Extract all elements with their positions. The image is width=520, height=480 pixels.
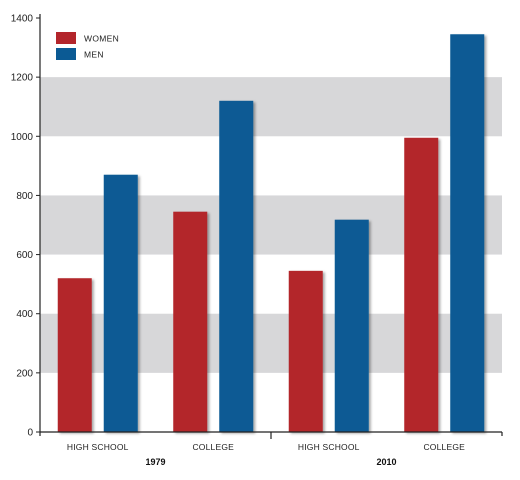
- x-group-label: 2010: [376, 457, 396, 467]
- y-tick-label: 1400: [11, 14, 34, 25]
- bar-men-2: [334, 219, 369, 432]
- bar-women-3: [404, 137, 439, 432]
- y-tick-labels: 0 200 400 600 800 1000 1200 1400: [11, 14, 34, 439]
- y-tick-label: 400: [16, 309, 33, 320]
- bars: [57, 34, 485, 433]
- x-category-label: COLLEGE: [423, 442, 465, 452]
- bar-men-1: [219, 100, 254, 433]
- x-category-labels: HIGH SCHOOL COLLEGE HIGH SCHOOL COLLEGE 1979…: [67, 442, 465, 467]
- x-category-label: HIGH SCHOOL: [67, 442, 129, 452]
- bar-women-2: [288, 270, 323, 432]
- x-group-label: 1979: [145, 457, 165, 467]
- y-tick-label: 200: [16, 368, 33, 379]
- bar-women-0: [57, 278, 92, 432]
- y-tick-label: 0: [27, 428, 33, 439]
- y-tick-label: 1200: [11, 73, 34, 84]
- y-tick-label: 1000: [11, 132, 34, 143]
- x-category-label: COLLEGE: [192, 442, 234, 452]
- axes: [36, 14, 503, 439]
- bar-men-3: [450, 34, 485, 433]
- legend-label-women: WOMEN: [84, 34, 119, 44]
- grid-band: [40, 77, 502, 137]
- bar-men-0: [103, 174, 138, 432]
- legend-label-men: MEN: [84, 50, 104, 60]
- legend: WOMEN MEN: [56, 32, 119, 60]
- legend-swatch-men: [56, 48, 76, 60]
- x-category-label: HIGH SCHOOL: [298, 442, 360, 452]
- y-tick-label: 600: [16, 250, 33, 261]
- y-tick-label: 800: [16, 191, 33, 202]
- legend-swatch-women: [56, 32, 76, 44]
- bar-women-1: [173, 211, 208, 432]
